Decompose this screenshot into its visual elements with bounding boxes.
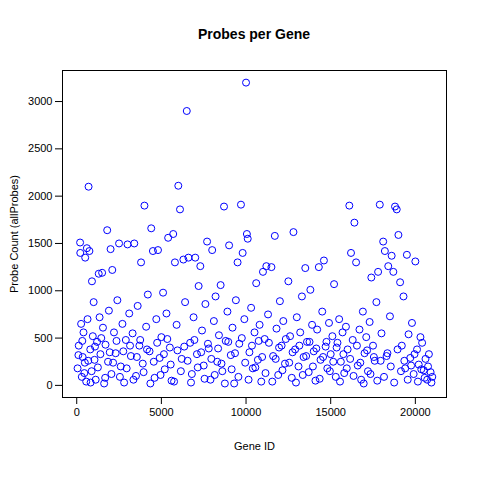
svg-text:Probe Count (allProbes): Probe Count (allProbes)	[8, 175, 20, 293]
svg-text:500: 500	[34, 332, 52, 344]
svg-text:20000: 20000	[400, 406, 431, 418]
svg-text:5000: 5000	[149, 406, 173, 418]
svg-text:10000: 10000	[231, 406, 262, 418]
svg-text:1000: 1000	[28, 284, 52, 296]
svg-text:15000: 15000	[315, 406, 346, 418]
svg-text:0: 0	[46, 379, 52, 391]
svg-text:1500: 1500	[28, 237, 52, 249]
svg-text:2500: 2500	[28, 142, 52, 154]
svg-text:0: 0	[74, 406, 80, 418]
svg-text:2000: 2000	[28, 190, 52, 202]
html-text:Probes per Gene: Probes per Gene	[198, 26, 310, 42]
svg-text:Gene ID: Gene ID	[234, 440, 275, 452]
svg-text:3000: 3000	[28, 95, 52, 107]
